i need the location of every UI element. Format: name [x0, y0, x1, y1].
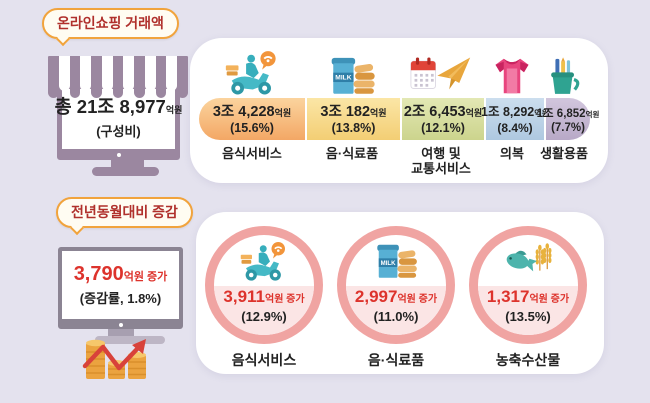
monitor-stand-base [95, 336, 165, 344]
segment-share: (15.6%) [230, 121, 274, 136]
coins-growth-icon [82, 327, 162, 386]
bar-segment-food-groceries: 3조 182억원 (13.8%) [307, 98, 400, 140]
segment-unit: 억원 [370, 107, 387, 118]
bar-segment-clothing: 1조 8,292억원 (8.4%) [481, 98, 549, 140]
segment-unit: 억원 [274, 107, 292, 118]
milk-cookies-icon: MILK [327, 45, 377, 96]
milk-label: MILK [381, 260, 396, 267]
segment-amount: 3조 4,228 [212, 103, 275, 120]
segment-share: (8.4%) [497, 121, 533, 136]
stationery-cup-icon [544, 45, 584, 96]
change-circle-food-groceries: MILK 2,997억원 증가 (11.0%) [337, 226, 455, 344]
monitor-icon: 3,790억원 증가 (증감률, 1.8%) [58, 247, 183, 329]
total-amount: 총 21조 8,977억원 [54, 96, 183, 117]
monitor-stand-neck [111, 160, 144, 168]
change-amount-line: 1,317억원 증가 [486, 287, 570, 306]
tshirt-icon [491, 45, 533, 96]
milk-cookies-icon: MILK [346, 241, 446, 280]
speech-bubble-tail [69, 220, 85, 236]
calendar-airplane-icon [410, 45, 472, 96]
change-rate: (12.9%) [241, 309, 287, 324]
monitor-camera-dot [116, 153, 121, 157]
segment-unit: 억원 [585, 109, 600, 119]
category-label-household-goods: 생활용품 [540, 146, 588, 161]
change-amount: 3,790억원 증가 [74, 264, 168, 284]
segment-share: (7.7%) [551, 121, 585, 134]
change-amount-line: 2,997억원 증가 [354, 287, 438, 306]
circle-label-agri-fishery: 농축수산물 [495, 352, 561, 368]
circle-label-food-groceries: 음·식료품 [367, 352, 425, 368]
segment-share: (13.8%) [331, 121, 376, 136]
change-amount-line: 3,911억원 증가 [223, 287, 305, 306]
total-section-badge-label: 온라인쇼핑 거래액 [57, 15, 164, 31]
change-amount-unit: 억원 증가 [123, 270, 168, 283]
monitor-stand-neck [108, 329, 134, 338]
segment-amount: 1조 6,852 [536, 107, 586, 120]
delivery-scooter-icon [225, 45, 279, 96]
change-circle-food-service: 3,911억원 증가 (12.9%) [205, 226, 323, 344]
category-label-food-service: 음식서비스 [222, 146, 282, 161]
segment-amount: 1조 8,292 [481, 105, 535, 120]
segment-unit: 억원 [465, 107, 483, 118]
bar-segment-food-service: 3조 4,228억원 (15.6%) [199, 98, 305, 140]
milk-label: MILK [335, 75, 351, 82]
bar-segment-household-goods: 1조 6,852억원 (7.7%) [537, 98, 599, 140]
total-caption: (구성비) [96, 124, 141, 139]
segment-amount: 2조 6,453 [403, 103, 466, 120]
segment-amount: 3조 182 [320, 103, 371, 120]
category-label-clothing: 의복 [500, 146, 524, 161]
total-section-badge: 온라인쇼핑 거래액 [42, 8, 179, 47]
change-rate: (13.5%) [505, 309, 551, 324]
monitor-stand-base [92, 167, 159, 176]
segment-unit: 억원 [534, 109, 549, 119]
speech-bubble-tail [55, 31, 71, 47]
change-amount-value: 3,790 [73, 262, 124, 285]
fish-wheat-icon [478, 241, 578, 281]
total-amount-value: 총 21조 8,977 [54, 96, 166, 117]
change-rate: (11.0%) [373, 309, 419, 324]
change-section-badge: 전년동월대비 증감 [56, 197, 193, 236]
category-label-travel-transport: 여행 및 교통서비스 [411, 146, 471, 177]
category-label-food-groceries: 음·식료품 [325, 146, 379, 161]
change-caption: (증감률, 1.8%) [79, 290, 162, 306]
change-circle-agri-fishery: 1,317억원 증가 (13.5%) [469, 226, 587, 344]
delivery-scooter-icon [214, 241, 314, 282]
monitor-camera-dot [118, 323, 123, 327]
segment-share: (12.1%) [421, 121, 465, 136]
change-section-badge-label: 전년동월대비 증감 [71, 204, 178, 220]
storefront-awning [48, 56, 188, 98]
bar-segment-travel-transport: 2조 6,453억원 (12.1%) [402, 98, 484, 140]
composition-bar: 3조 4,228억원 (15.6%) 3조 182억원 (13.8%) 2조 6… [199, 98, 599, 140]
circle-label-food-service: 음식서비스 [231, 352, 297, 368]
total-amount-unit: 억원 [165, 105, 183, 115]
